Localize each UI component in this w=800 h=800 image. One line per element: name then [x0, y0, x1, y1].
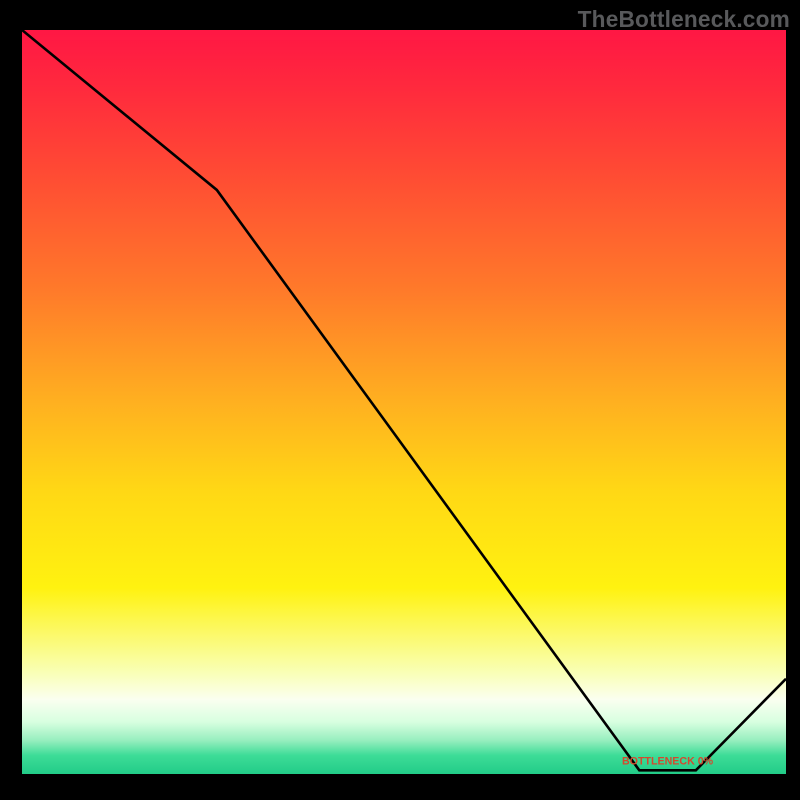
watermark-text: TheBottleneck.com: [578, 6, 790, 33]
plot-background-gradient: [22, 30, 786, 774]
bottleneck-zero-label: BOTTLENECK 0%: [622, 756, 714, 768]
chart-container: BOTTLENECK 0% TheBottleneck.com: [0, 0, 800, 800]
bottleneck-chart: BOTTLENECK 0%: [0, 0, 800, 800]
